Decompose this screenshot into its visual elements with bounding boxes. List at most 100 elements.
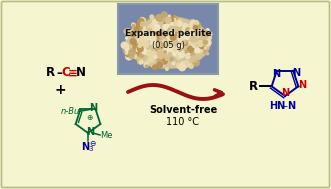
Circle shape: [203, 31, 209, 36]
Circle shape: [174, 27, 179, 32]
Circle shape: [154, 56, 157, 59]
Circle shape: [207, 53, 209, 55]
Circle shape: [182, 50, 184, 53]
Circle shape: [179, 52, 185, 57]
Circle shape: [160, 35, 164, 39]
Circle shape: [131, 51, 134, 54]
Circle shape: [165, 56, 169, 60]
Circle shape: [195, 48, 200, 53]
Circle shape: [196, 46, 198, 48]
Circle shape: [168, 46, 173, 51]
FancyBboxPatch shape: [118, 4, 218, 74]
Circle shape: [203, 40, 208, 44]
Circle shape: [168, 39, 172, 43]
Circle shape: [148, 57, 154, 62]
Circle shape: [167, 21, 173, 27]
Circle shape: [161, 49, 167, 56]
Circle shape: [193, 46, 195, 47]
Circle shape: [145, 61, 149, 65]
Circle shape: [155, 28, 160, 32]
Circle shape: [149, 34, 156, 40]
Circle shape: [173, 19, 176, 21]
Circle shape: [147, 38, 148, 40]
Circle shape: [165, 33, 168, 36]
Circle shape: [164, 19, 170, 25]
Circle shape: [193, 41, 195, 44]
Circle shape: [203, 47, 205, 49]
Circle shape: [142, 26, 145, 30]
Circle shape: [147, 46, 150, 49]
Circle shape: [150, 43, 152, 45]
Circle shape: [132, 44, 138, 50]
Circle shape: [133, 54, 137, 58]
Circle shape: [150, 15, 154, 19]
Circle shape: [157, 49, 160, 52]
Circle shape: [184, 42, 187, 45]
Circle shape: [155, 28, 158, 31]
Circle shape: [182, 51, 188, 56]
Circle shape: [194, 21, 199, 25]
Circle shape: [175, 30, 181, 36]
Circle shape: [132, 51, 135, 54]
Circle shape: [178, 33, 181, 36]
Circle shape: [156, 55, 162, 61]
Circle shape: [209, 37, 212, 39]
Circle shape: [178, 36, 184, 42]
Circle shape: [139, 40, 145, 46]
Text: n-Bu: n-Bu: [61, 107, 80, 116]
Text: R: R: [249, 80, 258, 93]
Circle shape: [159, 50, 161, 52]
Circle shape: [160, 62, 163, 65]
Circle shape: [129, 42, 136, 49]
Circle shape: [137, 23, 142, 28]
Circle shape: [184, 51, 190, 56]
Circle shape: [174, 34, 177, 37]
Circle shape: [133, 44, 139, 50]
Circle shape: [131, 50, 133, 52]
Text: N: N: [86, 127, 94, 137]
Circle shape: [136, 52, 141, 56]
Circle shape: [151, 39, 155, 44]
Circle shape: [194, 22, 201, 29]
Circle shape: [147, 51, 152, 56]
Circle shape: [148, 58, 151, 61]
Circle shape: [189, 26, 192, 30]
Text: HN: HN: [269, 101, 285, 111]
Circle shape: [137, 46, 141, 49]
Circle shape: [190, 38, 194, 42]
Circle shape: [208, 32, 212, 36]
Text: ≡: ≡: [68, 67, 78, 80]
Circle shape: [152, 39, 156, 43]
Circle shape: [161, 25, 166, 29]
Circle shape: [165, 49, 171, 55]
Circle shape: [189, 33, 192, 36]
Circle shape: [200, 46, 207, 53]
Circle shape: [159, 61, 163, 66]
Circle shape: [169, 57, 173, 61]
Circle shape: [167, 35, 171, 39]
Circle shape: [151, 29, 155, 33]
Circle shape: [123, 43, 129, 49]
Circle shape: [206, 29, 209, 32]
Circle shape: [153, 42, 157, 46]
Circle shape: [164, 22, 168, 26]
Circle shape: [136, 35, 143, 42]
Circle shape: [190, 56, 197, 62]
Circle shape: [153, 20, 155, 23]
Circle shape: [129, 49, 135, 56]
Circle shape: [133, 27, 136, 30]
Circle shape: [149, 34, 154, 39]
Text: Solvent-free: Solvent-free: [149, 105, 217, 115]
Circle shape: [163, 48, 168, 54]
Circle shape: [152, 28, 157, 34]
Text: N: N: [90, 104, 98, 113]
Circle shape: [172, 62, 175, 65]
Circle shape: [129, 31, 131, 34]
Circle shape: [153, 66, 155, 68]
Circle shape: [137, 46, 143, 52]
Circle shape: [152, 42, 157, 47]
Circle shape: [161, 58, 167, 64]
Circle shape: [172, 47, 175, 49]
FancyBboxPatch shape: [2, 2, 329, 187]
Circle shape: [170, 35, 176, 40]
